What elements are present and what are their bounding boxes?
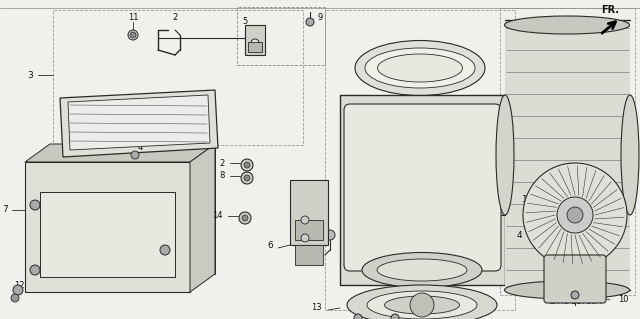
Text: 13: 13 bbox=[312, 303, 322, 313]
Ellipse shape bbox=[347, 285, 497, 319]
Text: 8: 8 bbox=[220, 172, 225, 181]
Text: 11: 11 bbox=[128, 13, 138, 23]
Bar bbox=[505, 20, 630, 290]
Ellipse shape bbox=[362, 253, 482, 287]
Ellipse shape bbox=[504, 16, 630, 34]
Bar bbox=[295, 245, 323, 265]
Circle shape bbox=[244, 162, 250, 168]
Circle shape bbox=[11, 294, 19, 302]
Text: 2: 2 bbox=[220, 159, 225, 167]
Circle shape bbox=[301, 216, 309, 224]
Polygon shape bbox=[190, 144, 215, 292]
Ellipse shape bbox=[377, 259, 467, 281]
Circle shape bbox=[571, 291, 579, 299]
Circle shape bbox=[131, 151, 139, 159]
Circle shape bbox=[244, 175, 250, 181]
Text: 10: 10 bbox=[618, 295, 628, 305]
Text: FR.: FR. bbox=[601, 5, 619, 15]
Circle shape bbox=[325, 230, 335, 240]
Bar bbox=[237, 7, 325, 65]
Bar bbox=[248, 42, 262, 52]
Polygon shape bbox=[25, 162, 190, 292]
Circle shape bbox=[567, 207, 583, 223]
Ellipse shape bbox=[385, 296, 460, 314]
Circle shape bbox=[251, 39, 259, 47]
Circle shape bbox=[391, 314, 399, 319]
Circle shape bbox=[30, 265, 40, 275]
Bar bbox=[40, 192, 175, 277]
Circle shape bbox=[130, 32, 136, 38]
Text: 1: 1 bbox=[522, 196, 528, 204]
Text: 3: 3 bbox=[28, 70, 33, 79]
Circle shape bbox=[160, 245, 170, 255]
Text: 2: 2 bbox=[172, 13, 178, 23]
Circle shape bbox=[241, 159, 253, 171]
Polygon shape bbox=[50, 144, 215, 274]
Text: 6: 6 bbox=[268, 241, 273, 250]
Bar bbox=[500, 8, 635, 295]
Text: 9: 9 bbox=[318, 13, 323, 23]
Ellipse shape bbox=[355, 41, 485, 95]
Ellipse shape bbox=[621, 95, 639, 215]
Text: 12: 12 bbox=[14, 280, 24, 290]
Polygon shape bbox=[60, 90, 218, 157]
Circle shape bbox=[13, 285, 23, 295]
Text: 4: 4 bbox=[138, 143, 143, 152]
Polygon shape bbox=[25, 144, 215, 162]
Circle shape bbox=[523, 163, 627, 267]
Ellipse shape bbox=[365, 48, 475, 88]
Ellipse shape bbox=[496, 95, 514, 215]
Ellipse shape bbox=[367, 291, 477, 319]
Circle shape bbox=[306, 18, 314, 26]
Bar bbox=[245, 25, 265, 55]
Circle shape bbox=[410, 293, 434, 317]
Circle shape bbox=[30, 200, 40, 210]
Bar bbox=[290, 180, 328, 245]
Text: 4: 4 bbox=[516, 231, 522, 240]
FancyBboxPatch shape bbox=[344, 104, 501, 271]
Text: 14: 14 bbox=[212, 211, 223, 220]
Text: SR43-B1710A: SR43-B1710A bbox=[550, 298, 602, 307]
FancyBboxPatch shape bbox=[544, 255, 606, 303]
Circle shape bbox=[242, 215, 248, 221]
Circle shape bbox=[241, 172, 253, 184]
Polygon shape bbox=[340, 95, 505, 285]
Text: 7: 7 bbox=[3, 205, 8, 214]
Circle shape bbox=[128, 30, 138, 40]
Circle shape bbox=[301, 234, 309, 242]
Bar bbox=[295, 220, 323, 240]
Text: 5: 5 bbox=[243, 18, 248, 26]
Circle shape bbox=[557, 197, 593, 233]
Ellipse shape bbox=[378, 54, 463, 82]
Polygon shape bbox=[68, 95, 210, 150]
Ellipse shape bbox=[504, 281, 630, 299]
Circle shape bbox=[354, 314, 362, 319]
Bar bbox=[325, 10, 515, 310]
Circle shape bbox=[239, 212, 251, 224]
Bar bbox=[53, 10, 303, 145]
